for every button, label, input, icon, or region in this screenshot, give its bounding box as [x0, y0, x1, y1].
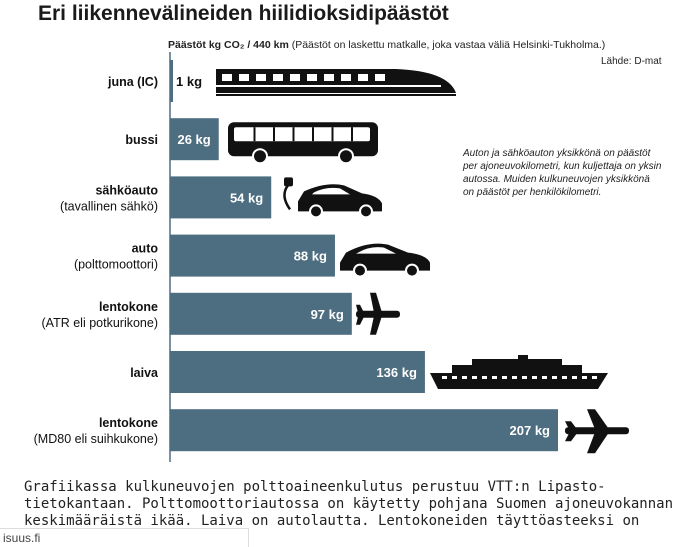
bars-group: 1 kg juna (IC) 26 kg bussi 54 kg sähköauto (ta…: [34, 52, 558, 462]
category-label-1: bussi: [125, 133, 158, 147]
site-footer: isuus.fi: [0, 528, 249, 547]
bar-6: [170, 409, 558, 452]
value-label-1: 26 kg: [177, 132, 210, 147]
category-label-2: sähköauto: [95, 183, 158, 197]
bar-4: [170, 292, 352, 335]
category-sublabel-6: (MD80 eli suihkukone): [34, 432, 158, 446]
category-label-4: lentokone: [99, 300, 158, 314]
bar-3: [170, 234, 335, 277]
value-label-3: 88 kg: [294, 249, 327, 264]
chart-subtitle: Päästöt kg CO₂ / 440 km (Päästöt on lask…: [168, 39, 605, 51]
value-label-5: 136 kg: [376, 365, 417, 380]
category-label-3: auto: [132, 242, 159, 256]
bar-5: [170, 351, 425, 393]
subtitle-unit: Päästöt kg CO₂ / 440 km: [168, 39, 289, 51]
site-domain: isuus.fi: [3, 531, 41, 545]
chart-title: Eri liikennevälineiden hiilidioksidipääs…: [38, 2, 449, 25]
bar-0: [170, 60, 173, 102]
value-label-0: 1 kg: [176, 74, 202, 89]
category-label-0: juna (IC): [107, 75, 158, 89]
train-icon: [216, 69, 456, 96]
category-sublabel-4: (ATR eli potkurikone): [42, 316, 158, 330]
chart-note: Auton ja sähköauton yksikkönä on päästöt…: [463, 148, 662, 198]
jet-plane-icon: [565, 409, 629, 454]
category-label-5: laiva: [130, 366, 159, 380]
ship-icon: [430, 355, 608, 389]
category-label-6: lentokone: [99, 416, 158, 430]
bus-icon: [228, 122, 378, 165]
value-label-4: 97 kg: [311, 307, 344, 322]
propeller-plane-icon: [356, 292, 400, 335]
icons-group: [216, 69, 629, 454]
chart-source: Lähde: D-mat: [601, 56, 662, 67]
category-sublabel-3: (polttomoottori): [74, 258, 158, 272]
value-label-6: 207 kg: [510, 423, 551, 438]
category-sublabel-2: (tavallinen sähkö): [60, 199, 158, 213]
bar-1: [170, 118, 219, 161]
car-icon: [340, 243, 430, 278]
caption-text: Grafiikassa kulkuneuvojen polttoaineenku…: [24, 479, 674, 531]
electric-car-icon: [283, 177, 382, 219]
bar-2: [170, 176, 272, 219]
value-label-2: 54 kg: [230, 190, 263, 205]
subtitle-note: (Päästöt on laskettu matkalle, joka vast…: [288, 39, 606, 51]
